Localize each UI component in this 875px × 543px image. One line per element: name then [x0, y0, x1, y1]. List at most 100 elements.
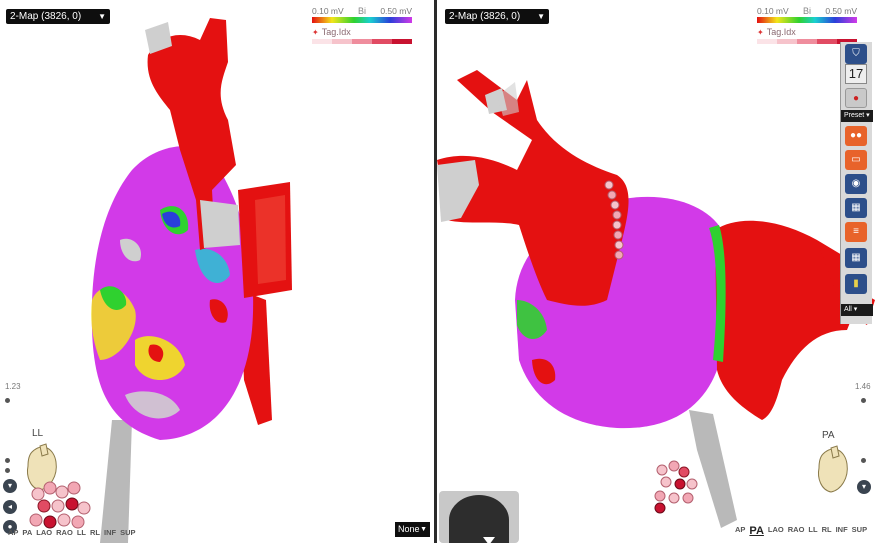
border-zone-green — [100, 286, 127, 310]
filter-select[interactable]: All ▾ — [841, 304, 873, 316]
tag-color-bar — [757, 39, 857, 44]
rotate-down-icon[interactable]: ▾ — [857, 480, 871, 494]
control-dot[interactable] — [5, 458, 10, 463]
catheter-shaft — [100, 420, 132, 543]
low-voltage-blue — [162, 211, 181, 228]
rotate-down-icon[interactable]: ▾ — [3, 479, 17, 493]
view-preset-bar: AP PA LAO RAO LL RL INF SUP — [8, 528, 136, 537]
legend-mode: Bi — [357, 6, 366, 16]
chevron-down-icon: ▼ — [537, 12, 545, 21]
scar-spot-mid — [209, 299, 228, 323]
map-select-dropdown[interactable]: 2-Map (3826, 0) ▼ — [6, 9, 110, 24]
rotate-left-icon[interactable]: ◂ — [3, 500, 17, 514]
border-zone-green — [709, 225, 726, 362]
view-sup-button[interactable]: SUP — [120, 528, 136, 537]
unmapped-ostium — [200, 200, 240, 248]
control-dot[interactable] — [861, 458, 866, 463]
view-ap-button[interactable]: AP — [735, 525, 746, 534]
bar-icon[interactable]: ▮ — [845, 274, 867, 294]
voltage-legend: 0.10 mV Bi 0.50 mV ✦ Tag.Idx — [312, 6, 412, 44]
view-rl-button[interactable]: RL — [89, 528, 100, 537]
appendage-striping — [255, 195, 286, 284]
rotation-wheel[interactable] — [449, 495, 509, 543]
scale-readout: 1.46 — [855, 382, 871, 391]
map-icon[interactable]: ▭ — [845, 150, 867, 170]
legend-min: 0.10 mV — [757, 6, 789, 16]
tag-index-label: Tag.Idx — [766, 27, 796, 37]
legend-min: 0.10 mV — [312, 6, 344, 16]
scale-readout: 1.23 — [5, 382, 21, 391]
side-toolbar: ⛉ 17 ● Preset ▾ ●● ▭ ◉ ▦ ≡ ▦ ▮ All ▾ — [840, 42, 873, 324]
unmapped-patch — [497, 82, 519, 116]
legend-mode: Bi — [802, 6, 811, 16]
scar-spot-inferior — [532, 358, 556, 385]
unmapped-vein-tip — [437, 160, 479, 222]
tag-filter-select[interactable]: None ▼ — [395, 522, 430, 537]
reset-view-icon[interactable]: ● — [3, 520, 17, 534]
scar-region-lateral — [715, 220, 857, 420]
preset-select[interactable]: Preset ▾ — [841, 110, 873, 122]
map-select-label: 2-Map (3826, 0) — [10, 11, 82, 22]
view-inf-button[interactable]: INF — [103, 528, 117, 537]
arrow-down-icon[interactable] — [483, 537, 495, 543]
view-rao-button[interactable]: RAO — [787, 525, 805, 534]
heart-orientation-icon — [27, 443, 57, 491]
border-zone-cyan — [195, 248, 230, 283]
pulmonary-vein-region — [147, 18, 236, 250]
voltage-color-bar — [312, 17, 412, 23]
tag-icon[interactable]: ● — [845, 88, 867, 108]
grid-icon[interactable]: ▦ — [845, 198, 867, 218]
map-select-dropdown[interactable]: 2-Map (3826, 0) ▼ — [445, 9, 549, 24]
shield-icon[interactable]: ⛉ — [845, 44, 867, 64]
ablation-tag-line[interactable] — [604, 180, 624, 260]
catheter-shaft — [689, 410, 737, 528]
view-rl-button[interactable]: RL — [821, 525, 832, 534]
view-pa-button[interactable]: PA — [749, 525, 764, 537]
tag-points-cluster[interactable] — [652, 458, 712, 518]
heart-orientation-icon — [818, 445, 848, 493]
control-dot[interactable] — [5, 468, 10, 473]
view-inf-button[interactable]: INF — [835, 525, 848, 534]
tag-points-cluster[interactable] — [26, 480, 106, 540]
voltage-legend: 0.10 mV Bi 0.50 mV ✦ Tag.Idx — [757, 6, 857, 44]
viewport-divider[interactable] — [434, 0, 437, 543]
view-ap-button[interactable]: AP — [8, 528, 19, 537]
grid-icon-2[interactable]: ▦ — [845, 248, 867, 268]
scar-spot-inferior — [148, 344, 164, 362]
orientation-label: PA — [822, 430, 835, 441]
catheter-icon[interactable]: ◉ — [845, 174, 867, 194]
tag-index-legend: ✦ Tag.Idx — [312, 27, 412, 37]
unmapped-patch-inferior — [125, 391, 180, 419]
view-lao-button[interactable]: LAO — [767, 525, 784, 534]
chevron-down-icon: ▼ — [98, 12, 106, 21]
left-map-viewport[interactable]: 2-Map (3826, 0) ▼ 0.10 mV Bi 0.50 mV ✦ T… — [0, 0, 434, 543]
layers-icon[interactable]: ≡ — [845, 222, 867, 242]
right-map-viewport[interactable]: 2-Map (3826, 0) ▼ 0.10 mV Bi 0.50 mV ✦ T… — [437, 0, 875, 543]
orientation-label: LL — [32, 428, 44, 439]
legend-max: 0.50 mV — [380, 6, 412, 16]
counter-display: 17 — [845, 64, 867, 84]
view-lao-button[interactable]: LAO — [36, 528, 53, 537]
preset-label: Preset — [844, 112, 865, 119]
tag-index-label: Tag.Idx — [321, 27, 351, 37]
filter-label: All — [844, 306, 852, 313]
view-pa-button[interactable]: PA — [22, 528, 33, 537]
pulmonary-vein-region — [437, 70, 629, 306]
navigation-pad[interactable] — [439, 491, 519, 543]
view-ll-button[interactable]: LL — [76, 528, 86, 537]
unmapped-patch — [120, 238, 141, 262]
control-dot[interactable] — [861, 398, 866, 403]
points-icon[interactable]: ●● — [845, 126, 867, 146]
view-ll-button[interactable]: LL — [808, 525, 818, 534]
legend-max: 0.50 mV — [825, 6, 857, 16]
map-select-label: 2-Map (3826, 0) — [449, 11, 521, 22]
view-sup-button[interactable]: SUP — [851, 525, 868, 534]
tag-filter-label: None — [398, 524, 420, 534]
right-anatomy-render[interactable] — [437, 0, 875, 543]
control-dot[interactable] — [5, 398, 10, 403]
left-anatomy-render[interactable] — [0, 0, 434, 543]
unmapped-vein-tip — [145, 22, 172, 54]
tag-color-bar — [312, 39, 412, 44]
view-rao-button[interactable]: RAO — [56, 528, 73, 537]
